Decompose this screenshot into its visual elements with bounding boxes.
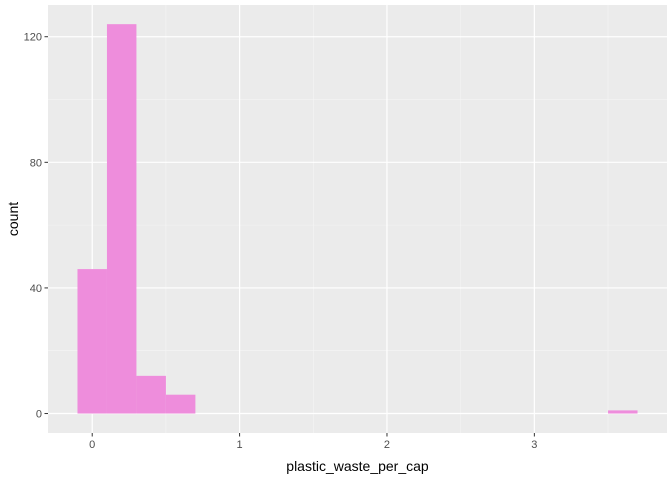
histogram-bar: [608, 410, 638, 414]
plot-panel: [48, 5, 667, 433]
x-tick-label: 3: [531, 439, 537, 451]
x-tick-label: 1: [237, 439, 243, 451]
y-tick-label: 40: [30, 283, 42, 295]
x-tick-label: 0: [89, 439, 95, 451]
tick-labels: 0 1 2 3 0 40 80 120: [24, 32, 538, 451]
x-tick-label: 2: [384, 439, 390, 451]
histogram-bar: [165, 394, 196, 414]
x-axis-title: plastic_waste_per_cap: [286, 458, 429, 474]
histogram-bar: [77, 269, 107, 414]
histogram-bar: [106, 24, 137, 414]
y-tick-label: 0: [36, 409, 42, 421]
histogram-bars: [77, 24, 638, 414]
y-tick-label: 120: [24, 32, 42, 44]
y-tick-label: 80: [30, 157, 42, 169]
histogram-bar: [136, 375, 166, 414]
major-gridlines: [48, 5, 667, 433]
axis-ticks: [44, 36, 535, 437]
minor-gridlines: [48, 5, 667, 433]
y-axis-title: count: [5, 202, 21, 236]
